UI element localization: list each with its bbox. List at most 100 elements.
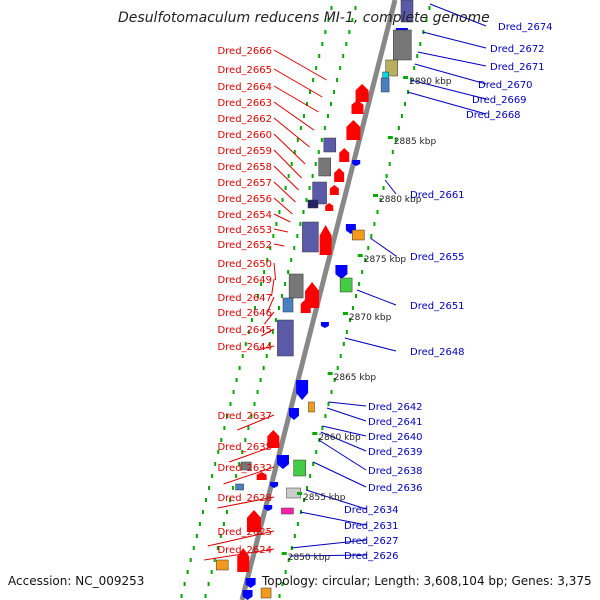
tick-dot [308, 186, 311, 190]
genome-summary-text: Topology: circular; Length: 3,608,104 bp… [262, 574, 592, 588]
tick-dot [394, 138, 397, 142]
tick-dot [201, 510, 204, 514]
reverse-gene-arrow [264, 505, 273, 511]
leader-line-left [271, 278, 275, 297]
leader-line-left [266, 296, 275, 313]
gene-label-right: Dred_2631 [344, 521, 399, 532]
tick-dot [272, 234, 275, 238]
gene-label-right: Dred_2661 [410, 190, 465, 201]
tick-dot [216, 546, 219, 550]
tick-dot [275, 222, 278, 226]
tick-dot [290, 258, 293, 262]
tick-dot [256, 390, 259, 394]
tick-dot [253, 402, 256, 406]
tick-dot [342, 54, 345, 58]
cog-feature-box [282, 297, 294, 313]
leader-line-left [263, 311, 275, 325]
tick-dot [213, 558, 216, 562]
cog-feature-box [215, 559, 229, 571]
leader-line-left [257, 345, 275, 351]
leader-line-left [273, 117, 310, 148]
tick-dot [214, 462, 217, 466]
tick-dot [217, 450, 220, 454]
gene-label-right: Dred_2639 [368, 447, 423, 458]
leader-line-right [384, 179, 397, 195]
tick-dot [244, 438, 247, 442]
tick-dot [225, 510, 228, 514]
tick-dot [419, 42, 422, 46]
tick-dot [324, 30, 327, 34]
gene-label-left: Dred_2625 [217, 527, 272, 538]
tick-dot [287, 558, 290, 562]
tick-dot [302, 114, 305, 118]
leader-line-right [370, 237, 397, 257]
tick-dot [299, 222, 302, 226]
tick-dot [278, 210, 281, 214]
tick-dot [385, 174, 388, 178]
leader-line-left [237, 414, 275, 431]
tick-dot [220, 438, 223, 442]
tick-dot [296, 522, 299, 526]
tick-dot [330, 6, 333, 10]
tick-dot [238, 462, 241, 466]
scale-tick [373, 194, 379, 197]
tick-dot [241, 354, 244, 358]
gene-label-left: Dred_2665 [217, 65, 272, 76]
forward-gene-arrow [305, 282, 320, 308]
scale-tick [342, 312, 348, 315]
forward-gene-arrow [334, 168, 345, 182]
tick-dot [296, 234, 299, 238]
gene-label-right: Dred_2638 [368, 466, 423, 477]
tick-dot [223, 426, 226, 430]
reverse-gene-arrow [335, 265, 348, 279]
leader-line-right [318, 439, 367, 471]
tick-dot [358, 282, 361, 286]
leader-line-left [207, 530, 275, 547]
cog-feature-box [302, 221, 319, 253]
tick-dot [278, 594, 281, 598]
tick-dot [361, 270, 364, 274]
tick-dot [265, 354, 268, 358]
tick-dot [189, 558, 192, 562]
tick-dot [277, 306, 280, 310]
leader-line-left [261, 328, 275, 337]
tick-dot [208, 486, 211, 490]
gene-label-right: Dred_2651 [410, 301, 465, 312]
tick-dot [321, 42, 324, 46]
tick-dot [211, 474, 214, 478]
tick-dot [351, 18, 354, 22]
leader-line-left [273, 165, 299, 191]
gene-label-left: Dred_2666 [217, 46, 272, 57]
tick-dot [281, 294, 284, 298]
tick-dot [195, 534, 198, 538]
tick-dot [250, 318, 253, 322]
gene-label-left: Dred_2656 [217, 194, 272, 205]
tick-dot [296, 138, 299, 142]
scale-label: 2870 kbp [349, 313, 392, 323]
tick-dot [416, 54, 419, 58]
tick-dot [266, 258, 269, 262]
leader-line-right [291, 539, 367, 549]
scale-label: 2855 kbp [303, 493, 346, 503]
leader-line-right [320, 431, 367, 452]
gene-label-left: Dred_2644 [217, 342, 272, 353]
tick-dot [315, 450, 318, 454]
tick-dot [232, 486, 235, 490]
tick-dot [259, 378, 262, 382]
tick-dot [180, 594, 183, 598]
leader-line-right [407, 91, 487, 115]
gene-label-left: Dred_2652 [217, 240, 272, 251]
leader-line-right [422, 31, 487, 49]
tick-dot [376, 210, 379, 214]
tick-dot [367, 246, 370, 250]
scale-tick [312, 432, 318, 435]
leader-line-left [273, 49, 327, 81]
map-title: Desulfotomaculum reducens MI-1, complete… [118, 10, 490, 26]
tick-dot [330, 390, 333, 394]
tick-dot [229, 498, 232, 502]
tick-dot [391, 150, 394, 154]
scale-label: 2850 kbp [288, 553, 331, 563]
tick-dot [293, 246, 296, 250]
scale-tick [387, 136, 393, 139]
tick-dot [271, 330, 274, 334]
